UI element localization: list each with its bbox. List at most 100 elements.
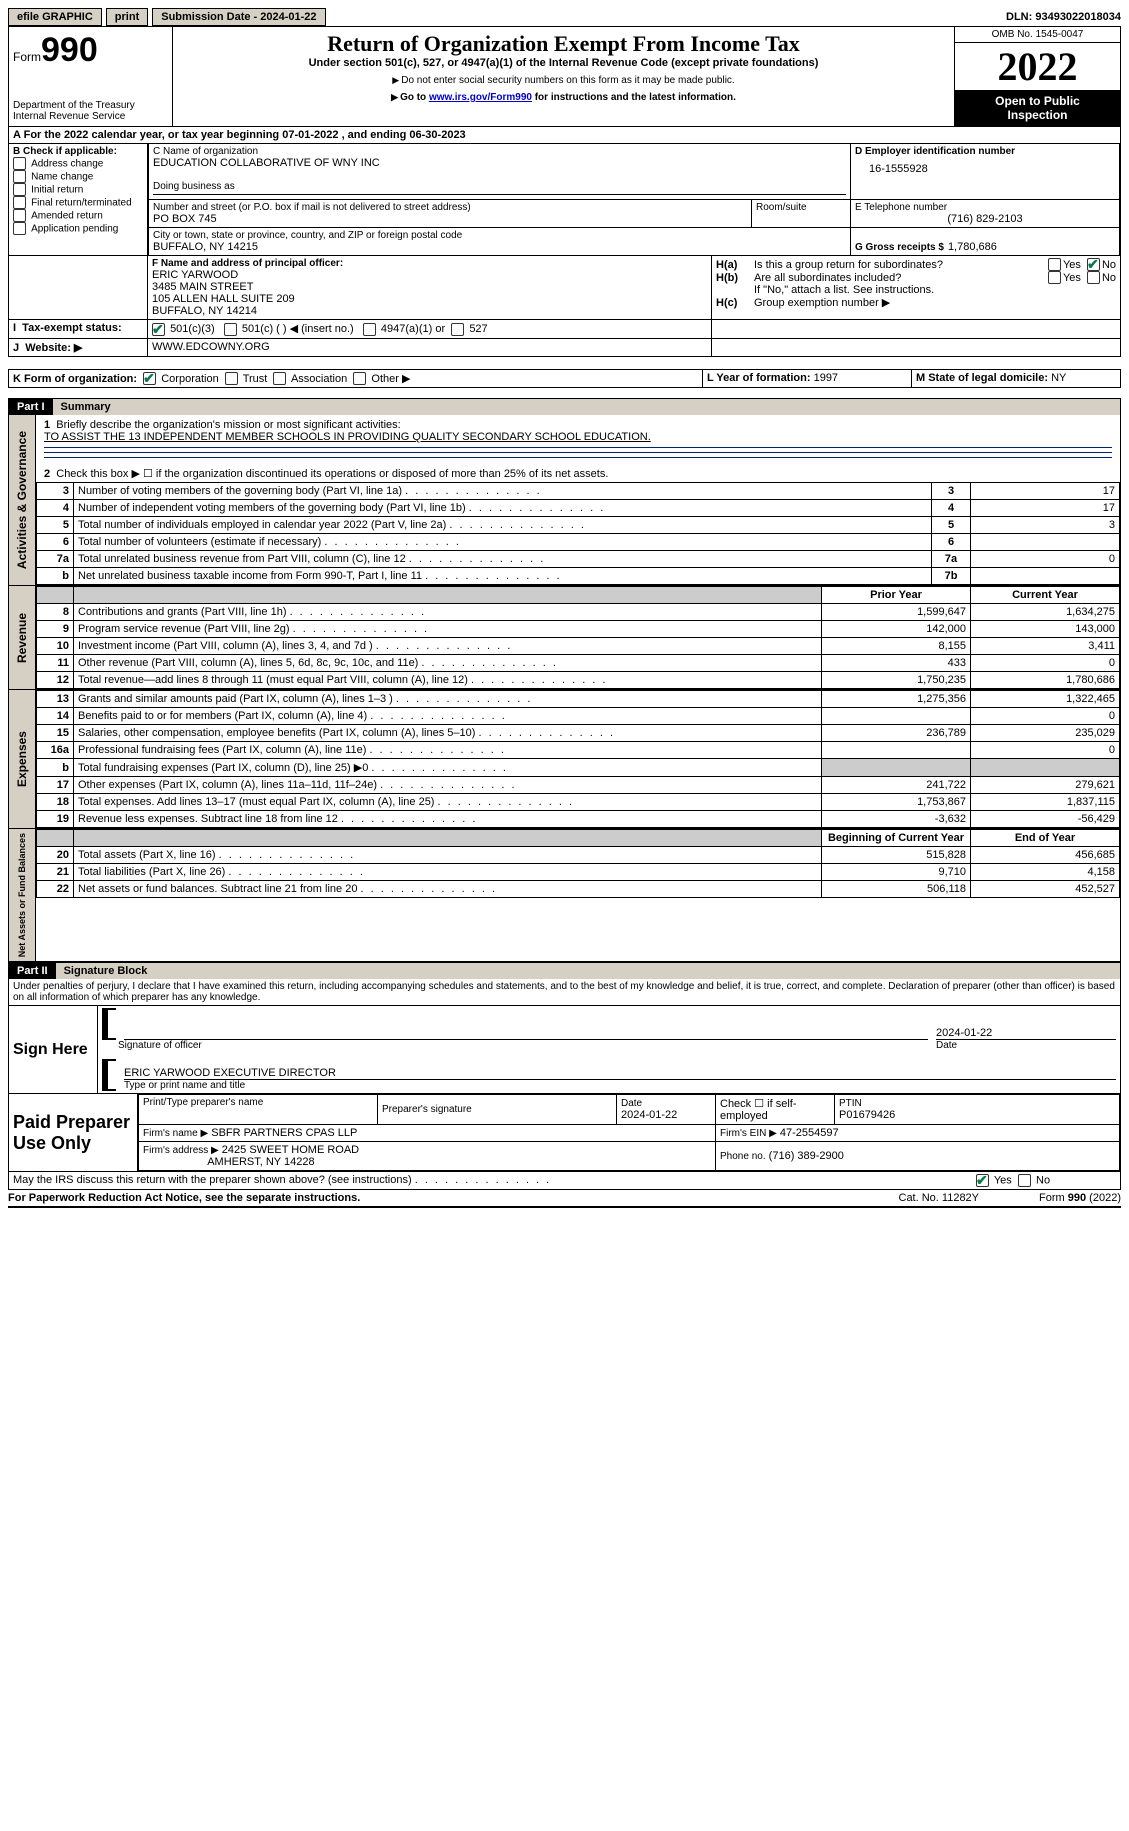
firm-addr-label: Firm's address ▶ xyxy=(143,1145,219,1156)
side-netassets: Net Assets or Fund Balances xyxy=(15,829,29,961)
line-value: 3 xyxy=(971,517,1120,534)
box-l-label: L Year of formation: xyxy=(707,372,811,384)
boxb-opt: Address change xyxy=(31,158,103,169)
pra-notice: For Paperwork Reduction Act Notice, see … xyxy=(8,1192,360,1204)
hb-text: Are all subordinates included? xyxy=(754,272,1048,284)
irs-link[interactable]: www.irs.gov/Form990 xyxy=(429,92,532,103)
501c3-label: 501(c)(3) xyxy=(170,323,215,335)
website-label: Website: ▶ xyxy=(25,342,82,354)
mission-label: Briefly describe the organization's miss… xyxy=(56,419,400,431)
prior-value xyxy=(822,742,971,759)
discuss-no-checkbox[interactable] xyxy=(1018,1174,1031,1187)
corp-checkbox[interactable] xyxy=(143,372,156,385)
other-checkbox[interactable] xyxy=(353,372,366,385)
ha-no-checkbox[interactable] xyxy=(1087,258,1100,271)
tax-status-row: I Tax-exempt status: 501(c)(3) 501(c) ( … xyxy=(8,320,1121,339)
line-num: 12 xyxy=(37,672,74,689)
boxb-checkbox[interactable] xyxy=(13,222,26,235)
current-value: 1,634,275 xyxy=(971,604,1120,621)
sig-officer-label: Signature of officer xyxy=(118,1040,928,1051)
boxb-checkbox[interactable] xyxy=(13,170,26,183)
prior-value: 1,753,867 xyxy=(822,794,971,811)
line-num: 21 xyxy=(37,864,74,881)
current-value: 279,621 xyxy=(971,777,1120,794)
prior-value: 142,000 xyxy=(822,621,971,638)
org-name: EDUCATION COLLABORATIVE OF WNY INC xyxy=(153,157,846,169)
hc-label: H(c) xyxy=(716,297,754,309)
prep-sig-label: Preparer's signature xyxy=(382,1104,612,1115)
boxb-checkbox[interactable] xyxy=(13,183,26,196)
line-num: 17 xyxy=(37,777,74,794)
firm-addr2: AMHERST, NY 14228 xyxy=(207,1156,314,1168)
form-ref: Form 990 (2022) xyxy=(1039,1192,1121,1204)
trust-checkbox[interactable] xyxy=(225,372,238,385)
website-value: WWW.EDCOWNY.ORG xyxy=(148,339,712,356)
side-revenue: Revenue xyxy=(13,609,31,667)
line-num: 22 xyxy=(37,881,74,898)
boxb-checkbox[interactable] xyxy=(13,157,26,170)
line-num: 8 xyxy=(37,604,74,621)
entity-block: B Check if applicable: Address change Na… xyxy=(8,144,1121,255)
hb-yes-checkbox[interactable] xyxy=(1048,271,1061,284)
form-header: Form990 Department of the Treasury Inter… xyxy=(8,26,1121,127)
assoc-checkbox[interactable] xyxy=(273,372,286,385)
boxb-opt: Amended return xyxy=(31,210,103,221)
phone-value: (716) 829-2103 xyxy=(855,213,1115,225)
discuss-yes-checkbox[interactable] xyxy=(976,1174,989,1187)
print-button[interactable]: print xyxy=(106,8,148,26)
firm-phone: (716) 389-2900 xyxy=(769,1150,844,1162)
current-value: 4,158 xyxy=(971,864,1120,881)
h-note: If "No," attach a list. See instructions… xyxy=(716,284,1116,296)
line-text: Salaries, other compensation, employee b… xyxy=(74,725,822,742)
ha-label: H(a) xyxy=(716,259,754,271)
self-emp-label: Check ☐ if self-employed xyxy=(716,1095,835,1125)
501c-checkbox[interactable] xyxy=(224,323,237,336)
line-text: Other expenses (Part IX, column (A), lin… xyxy=(74,777,822,794)
boxb-checkbox[interactable] xyxy=(13,196,26,209)
side-expenses: Expenses xyxy=(13,727,31,791)
ha-yes-checkbox[interactable] xyxy=(1048,258,1061,271)
governance-section: Activities & Governance 1 Briefly descri… xyxy=(8,415,1121,586)
topbar: efile GRAPHIC print Submission Date - 20… xyxy=(8,8,1121,26)
mission-text: TO ASSIST THE 13 INDEPENDENT MEMBER SCHO… xyxy=(44,431,651,443)
boxb-checkbox[interactable] xyxy=(13,209,26,222)
website-row: J Website: ▶ WWW.EDCOWNY.ORG xyxy=(8,339,1121,357)
prior-value: 241,722 xyxy=(822,777,971,794)
line-text: Benefits paid to or for members (Part IX… xyxy=(74,708,822,725)
submission-date: Submission Date - 2024-01-22 xyxy=(152,8,325,26)
line-text: Total expenses. Add lines 13–17 (must eq… xyxy=(74,794,822,811)
part2-header: Part II Signature Block xyxy=(8,962,1121,979)
officer-label: F Name and address of principal officer: xyxy=(152,258,707,269)
line-text: Total number of individuals employed in … xyxy=(74,517,932,534)
prior-value: 433 xyxy=(822,655,971,672)
527-checkbox[interactable] xyxy=(451,323,464,336)
501c3-checkbox[interactable] xyxy=(152,323,165,336)
line-text: Other revenue (Part VIII, column (A), li… xyxy=(74,655,822,672)
line-ref: 6 xyxy=(932,534,971,551)
ein-value: 16-1555928 xyxy=(855,157,1115,175)
yes-label: Yes xyxy=(1063,259,1081,271)
current-value: 3,411 xyxy=(971,638,1120,655)
officer-addr1: 3485 MAIN STREET xyxy=(152,281,707,293)
box-k-label: K Form of organization: xyxy=(13,373,137,385)
line-ref: 4 xyxy=(932,500,971,517)
box-a: A xyxy=(13,129,21,141)
4947-checkbox[interactable] xyxy=(363,323,376,336)
line-ref: 7a xyxy=(932,551,971,568)
current-value: 1,322,465 xyxy=(971,691,1120,708)
bracket-icon2 xyxy=(102,1059,116,1091)
current-value: 143,000 xyxy=(971,621,1120,638)
name-title-label: Type or print name and title xyxy=(124,1080,1116,1091)
hb-no-checkbox[interactable] xyxy=(1087,271,1100,284)
prep-date: 2024-01-22 xyxy=(621,1109,711,1121)
line-ref: 7b xyxy=(932,568,971,585)
line-num: 11 xyxy=(37,655,74,672)
part1-title: Summary xyxy=(53,399,1120,415)
prior-value: 9,710 xyxy=(822,864,971,881)
domicile: NY xyxy=(1051,372,1066,384)
line-text: Total assets (Part X, line 16) xyxy=(74,847,822,864)
form-number: 990 xyxy=(41,31,98,69)
line-num: 19 xyxy=(37,811,74,828)
firm-name: SBFR PARTNERS CPAS LLP xyxy=(211,1127,357,1139)
phone-label: E Telephone number xyxy=(855,202,1115,213)
